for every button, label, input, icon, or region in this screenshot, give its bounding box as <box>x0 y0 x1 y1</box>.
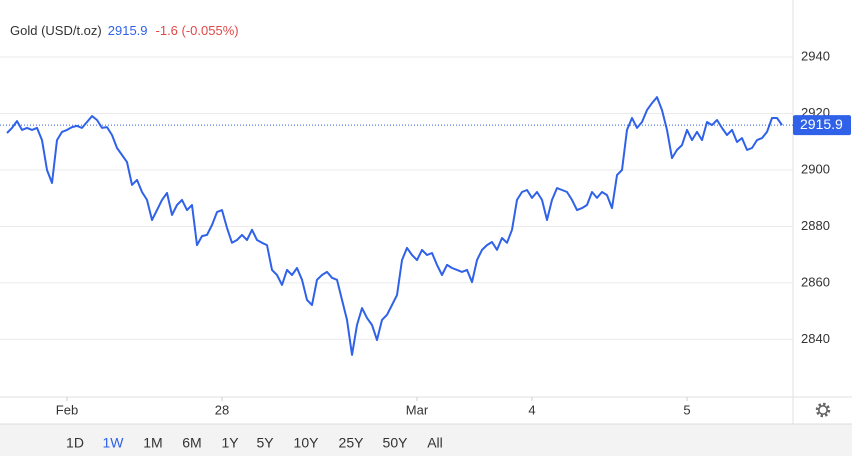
range-bar <box>0 424 852 456</box>
change: -1.6 (-0.055%) <box>156 23 239 38</box>
gear-body <box>818 405 828 415</box>
x-tick-label: 28 <box>215 402 229 417</box>
header: Gold (USD/t.oz) 2915.9 -1.6 (-0.055%) <box>10 23 239 38</box>
y-tick-label: 2900 <box>801 161 830 176</box>
range-button[interactable]: All <box>427 435 443 451</box>
y-tick-label: 2860 <box>801 274 830 289</box>
last-price-label: 2915.9 <box>800 116 843 132</box>
y-tick-label: 2840 <box>801 331 830 346</box>
range-button[interactable]: 1M <box>143 435 162 451</box>
range-button[interactable]: 5Y <box>256 435 274 451</box>
range-button[interactable]: 25Y <box>339 435 365 451</box>
price: 2915.9 <box>108 23 148 38</box>
gear-teeth <box>815 402 831 418</box>
range-button[interactable]: 50Y <box>383 435 409 451</box>
x-tick-label: Feb <box>56 402 78 417</box>
grid <box>0 56 793 340</box>
x-tick-label: Mar <box>406 402 429 417</box>
settings-icon[interactable] <box>815 402 831 418</box>
price-line <box>6 96 783 356</box>
range-button[interactable]: 6M <box>182 435 201 451</box>
x-tick-label: 4 <box>528 402 535 417</box>
range-button[interactable]: 1D <box>66 435 84 451</box>
range-button[interactable]: 1Y <box>221 435 239 451</box>
x-tick-label: 5 <box>683 402 690 417</box>
y-tick-label: 2880 <box>801 218 830 233</box>
last-price-box <box>793 115 851 136</box>
y-tick-label: 2940 <box>801 48 830 63</box>
range-button[interactable]: 10Y <box>294 435 320 451</box>
range-button[interactable]: 1W <box>103 435 125 451</box>
title: Gold (USD/t.oz) <box>10 23 102 38</box>
